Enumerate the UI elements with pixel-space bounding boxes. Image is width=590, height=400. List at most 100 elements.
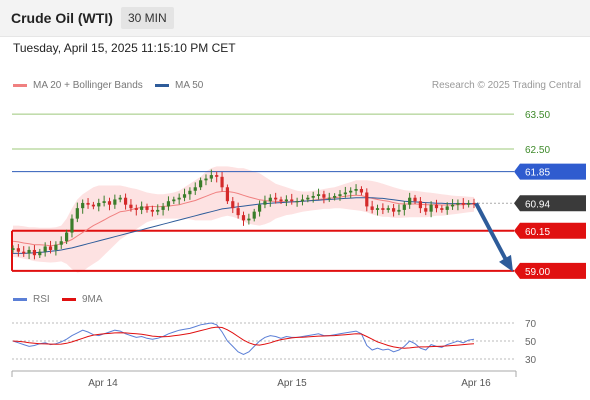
candle-51 (284, 199, 288, 202)
candle-40 (225, 187, 230, 202)
9ma-swatch (62, 298, 76, 301)
candle-56 (311, 195, 315, 198)
candle-60 (333, 195, 337, 198)
timeframe-button[interactable]: 30 MIN (121, 7, 174, 29)
candle-15 (91, 204, 96, 207)
candle-68 (375, 208, 380, 210)
candle-78 (429, 204, 433, 212)
candle-73 (402, 204, 406, 210)
legend-ma20-label: MA 20 + Bollinger Bands (33, 80, 143, 91)
candle-24 (140, 206, 144, 210)
rsi-tick-2: 30 (525, 355, 537, 366)
candle-0 (11, 248, 15, 250)
x-tick-0: Apr 14 (88, 378, 118, 389)
rsi-line (12, 322, 475, 356)
candle-45 (252, 211, 256, 219)
price-tag-bg-4 (514, 222, 586, 239)
price-tag-5: 59.00 (525, 267, 550, 278)
candle-37 (209, 175, 213, 179)
candle-53 (295, 201, 299, 203)
candle-76 (418, 201, 422, 209)
legend-9ma-label: 9MA (82, 294, 103, 305)
candle-14 (86, 202, 90, 205)
candle-58 (322, 194, 326, 198)
candle-80 (440, 208, 444, 210)
candle-42 (236, 208, 240, 216)
candle-1 (16, 248, 20, 252)
price-label-0: 63.50 (525, 110, 550, 121)
candle-12 (75, 208, 79, 219)
candle-61 (338, 194, 342, 196)
price-tag-bg-5 (514, 262, 586, 279)
candle-44 (247, 218, 251, 221)
legend-ma50: MA 50 (155, 80, 203, 91)
candle-2 (22, 251, 26, 254)
candle-27 (156, 209, 160, 212)
forecast-arrowhead (499, 254, 513, 272)
candle-64 (354, 189, 358, 191)
candle-54 (300, 199, 305, 202)
candle-46 (257, 204, 262, 212)
candle-28 (161, 206, 165, 210)
price-tag-4: 60.15 (525, 227, 550, 238)
candle-20 (118, 197, 122, 200)
candle-41 (231, 201, 235, 209)
candle-74 (408, 197, 412, 205)
legend-rsi: RSI (13, 294, 50, 305)
candle-49 (274, 197, 278, 200)
candles (11, 169, 476, 260)
candle-59 (327, 197, 331, 199)
candle-26 (150, 209, 154, 212)
candle-36 (204, 178, 208, 181)
legend-rsi-label: RSI (33, 294, 50, 305)
candle-75 (413, 197, 417, 202)
candle-25 (145, 206, 149, 210)
candle-19 (113, 199, 117, 205)
candle-47 (263, 201, 267, 205)
chart-datetime: Tuesday, April 15, 2025 11:15:10 PM CET (13, 41, 236, 55)
candle-63 (349, 190, 353, 193)
candle-39 (220, 176, 224, 188)
candle-62 (343, 192, 347, 195)
9ma-line (12, 326, 475, 349)
candle-29 (166, 201, 171, 207)
candle-21 (123, 197, 128, 205)
rsi-swatch (13, 298, 27, 301)
price-tag-bg-2 (514, 163, 586, 180)
candle-8 (54, 244, 58, 250)
forecast-arrow (474, 202, 509, 263)
candle-6 (43, 246, 47, 252)
candle-16 (97, 202, 101, 207)
candle-34 (193, 187, 197, 191)
candle-30 (172, 199, 176, 202)
candle-86 (472, 202, 476, 204)
candle-13 (81, 202, 85, 209)
candle-71 (391, 208, 396, 212)
candle-69 (381, 208, 385, 210)
candle-70 (386, 208, 390, 210)
candle-9 (59, 241, 63, 245)
candle-5 (38, 251, 42, 256)
legend-ma50-label: MA 50 (175, 80, 204, 91)
candle-66 (365, 192, 369, 207)
rsi-tick-1: 50 (525, 337, 537, 348)
ma50-line (13, 197, 474, 254)
price-tag-3: 60.94 (525, 199, 550, 210)
candle-31 (177, 197, 181, 200)
ma20-swatch (13, 84, 27, 87)
candle-23 (134, 208, 138, 210)
candle-77 (424, 208, 428, 212)
candle-3 (27, 249, 31, 254)
price-tag-2: 61.85 (525, 168, 550, 179)
candle-82 (450, 204, 455, 207)
candle-48 (268, 197, 272, 202)
credit-text: Research © 2025 Trading Central (431, 80, 581, 91)
price-label-1: 62.50 (525, 145, 550, 156)
x-tick-1: Apr 15 (277, 378, 307, 389)
candle-10 (65, 232, 69, 242)
price-tag-bg-3 (514, 195, 586, 212)
candle-65 (359, 189, 364, 193)
rsi-tick-0: 70 (525, 319, 537, 330)
candle-57 (316, 194, 321, 196)
